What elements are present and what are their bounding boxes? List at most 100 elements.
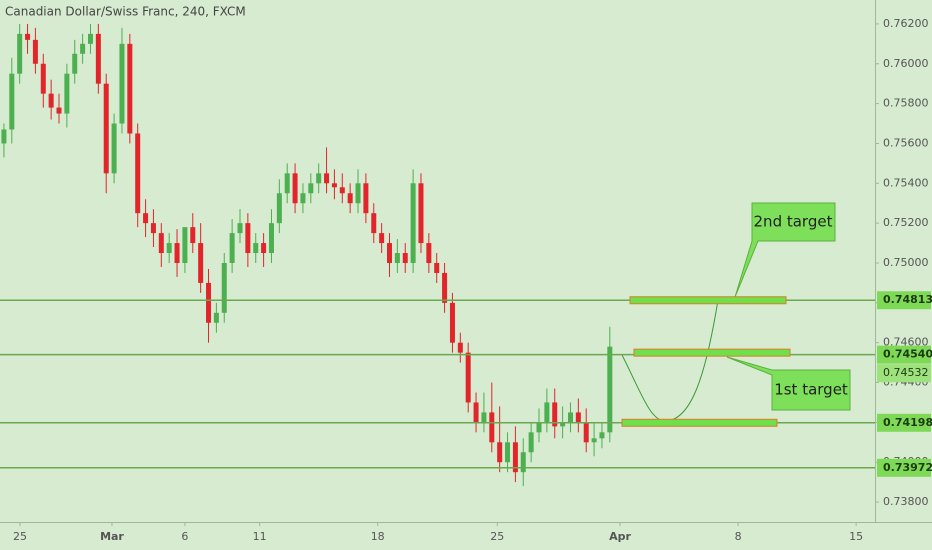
candle-body <box>339 187 345 194</box>
y-tick-label: 0.76200 <box>883 17 929 30</box>
level-label-box <box>877 345 931 364</box>
candle-body <box>56 107 62 114</box>
candle-body <box>127 43 133 134</box>
candle-body <box>575 412 581 423</box>
candle-body <box>143 213 149 224</box>
level-label-box <box>877 458 931 477</box>
candle-body <box>371 213 377 234</box>
x-tick-label: 25 <box>490 530 504 543</box>
x-tick-label: 8 <box>735 530 742 543</box>
candle-body <box>497 442 503 463</box>
candle-body <box>355 183 361 204</box>
plot <box>1 23 613 487</box>
x-tick-label: 15 <box>849 530 863 543</box>
x-tick-label: 6 <box>181 530 188 543</box>
candle-body <box>567 412 573 423</box>
candle-body <box>190 227 196 244</box>
y-tick-label: 0.75200 <box>883 216 929 229</box>
candle-body <box>505 442 511 463</box>
candle-body <box>40 63 46 94</box>
target-zone <box>621 418 778 427</box>
candle-body <box>253 243 259 254</box>
annotation: 1st target <box>774 381 848 399</box>
candle-body <box>520 452 526 473</box>
candle-body <box>300 193 306 204</box>
candle-body <box>489 412 495 443</box>
candle-body <box>591 438 597 443</box>
y-tick-label: 0.75600 <box>883 136 929 149</box>
x-tick-label: 18 <box>371 530 385 543</box>
candle-body <box>111 123 117 174</box>
candle-body <box>481 412 487 423</box>
level-label: 0.74198 <box>883 416 932 429</box>
candle-body <box>166 243 172 254</box>
candle-body <box>25 33 31 40</box>
level-label: 0.74813 <box>883 293 932 306</box>
candle-body <box>512 442 518 473</box>
candle-body <box>72 53 78 74</box>
candle-body <box>402 253 408 263</box>
candle-body <box>473 402 479 423</box>
y-tick-label: 0.75000 <box>883 256 929 269</box>
candle-body <box>583 422 589 443</box>
candle-body <box>324 173 330 184</box>
y-tick-label: 0.75400 <box>883 176 929 189</box>
candle-body <box>64 73 70 114</box>
candle-body <box>442 272 448 303</box>
candle-body <box>292 173 298 204</box>
candle-body <box>536 422 542 433</box>
chart-title: Canadian Dollar/Swiss Franc, 240, FXCM <box>5 5 246 19</box>
candle-body <box>261 243 267 254</box>
candle-body <box>316 173 322 184</box>
candle-body <box>394 253 400 263</box>
y-tick-label: 0.73800 <box>883 495 929 508</box>
candle-body <box>80 43 86 54</box>
x-tick-label: 25 <box>13 530 27 543</box>
candle-body <box>276 193 282 224</box>
candle-body <box>308 183 314 194</box>
candle-body <box>174 243 180 263</box>
candle-body <box>552 402 558 427</box>
candle-body <box>32 39 38 64</box>
candle-body <box>449 302 455 343</box>
callout-1st <box>726 356 851 411</box>
candle-body <box>268 223 274 254</box>
level-label: 0.74540 <box>883 348 932 361</box>
candle-body <box>379 233 385 244</box>
last-price-label: 0.74532 <box>883 366 929 379</box>
candle-body <box>363 183 369 214</box>
target-zone <box>629 296 787 305</box>
candle-body <box>607 346 613 433</box>
candle-body <box>528 432 534 453</box>
candle-body <box>87 33 93 44</box>
level-label-box <box>877 413 931 432</box>
candle-body <box>544 402 550 423</box>
candle-body <box>182 227 188 263</box>
candle-body <box>418 183 424 244</box>
candle-body <box>245 223 251 254</box>
target-zone <box>633 348 791 357</box>
candle-body <box>221 262 227 313</box>
candle-body <box>119 43 125 124</box>
y-tick-label: 0.74600 <box>883 336 929 349</box>
candle-body <box>198 243 204 283</box>
candle-body <box>229 233 235 263</box>
candle-body <box>158 233 164 254</box>
y-tick-label: 0.76000 <box>883 57 929 70</box>
level-label-box <box>877 291 931 310</box>
x-tick-label: Mar <box>100 530 124 543</box>
candle-body <box>457 342 463 353</box>
candle-body <box>1 129 7 144</box>
y-tick-label: 0.75800 <box>883 97 929 110</box>
candle-body <box>560 422 566 427</box>
candle-body <box>434 262 440 273</box>
candle-body <box>284 173 290 194</box>
candle-body <box>103 83 109 174</box>
candle-body <box>9 73 15 130</box>
candle-body <box>17 33 23 74</box>
candle-body <box>410 183 416 263</box>
x-tick-label: Apr <box>609 530 631 543</box>
